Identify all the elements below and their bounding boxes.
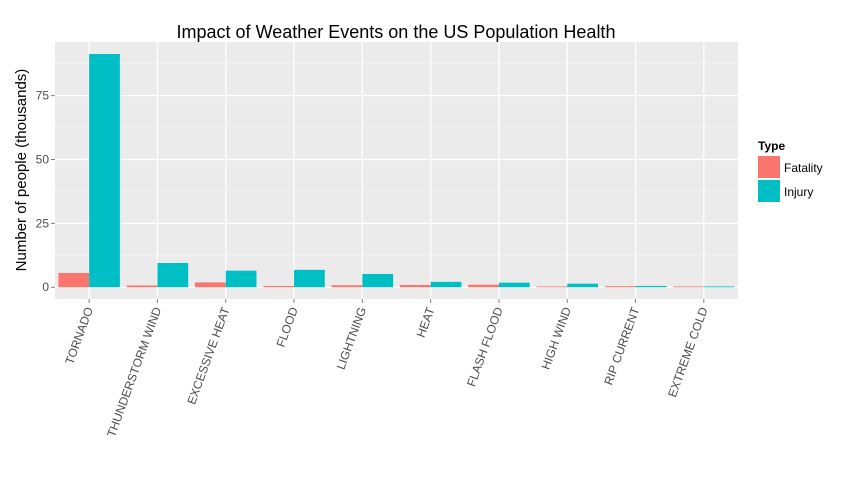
bar-injury [498,282,530,288]
chart-title: Impact of Weather Events on the US Popul… [177,22,616,42]
x-tick-label: EXTREME COLD [665,305,711,399]
bar-injury [635,285,667,288]
y-axis-label: Number of people (thousands) [13,69,30,272]
bar-injury [362,273,394,288]
bar-injury [157,262,189,288]
x-tick-label: FLOOD [274,305,301,349]
bars [58,54,735,288]
bar-fatality [536,286,568,288]
bar-injury [703,286,735,288]
x-tick-label: THUNDERSTORM WIND [104,305,164,439]
y-axis: 0 25 50 75 [36,89,55,294]
legend-label-injury: Injury [784,185,813,199]
legend-title: Type [758,139,785,153]
bar-fatality [468,284,499,288]
bar-fatality [399,284,431,288]
bar-injury [430,281,462,288]
legend-key-injury [758,180,780,202]
x-tick-label: RIP CURRENT [601,305,642,387]
legend-key-fatality [758,156,780,178]
bar-fatality [58,272,90,288]
bar-fatality [263,285,295,288]
bar-fatality [604,286,636,288]
bar-fatality [331,285,363,288]
bar-injury [567,283,598,288]
y-tick-label: 0 [42,280,49,294]
bar-fatality [126,285,158,288]
grid-minor [55,63,738,256]
y-tick-label: 50 [36,153,50,167]
legend-label-fatality: Fatality [784,161,823,175]
x-tick-label: TORNADO [62,305,96,366]
x-axis: TORNADO THUNDERSTORM WIND EXCESSIVE HEAT FL… [62,299,711,439]
bar-injury [225,270,257,288]
legend: Type Fatality Injury [758,139,823,202]
x-tick-label: HEAT [414,305,438,340]
x-tick-label: EXCESSIVE HEAT [184,305,232,407]
bar-injury [294,269,325,288]
bar-fatality [673,286,704,288]
x-tick-label: LIGHTNING [334,305,370,371]
y-tick-label: 25 [36,216,50,230]
x-tick-label: HIGH WIND [539,305,575,371]
y-tick-label: 75 [36,89,50,103]
x-tick-label: FLASH FLOOD [464,305,506,388]
bar-injury [89,54,120,288]
bar-fatality [195,282,226,288]
plot-background [55,42,738,299]
